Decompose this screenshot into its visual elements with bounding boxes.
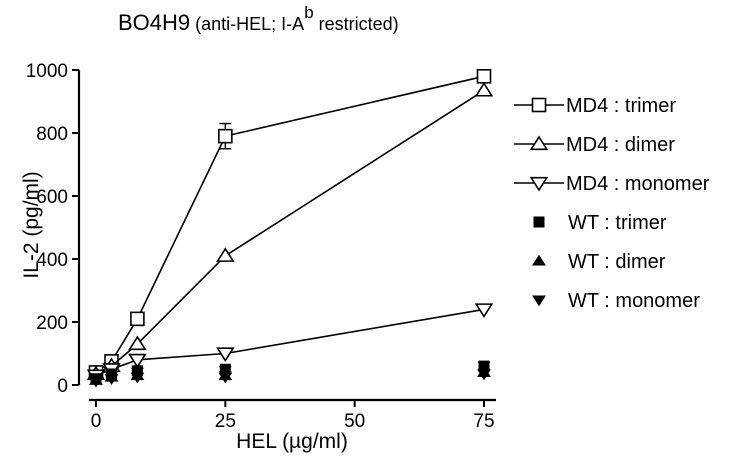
y-tick-label: 800 — [36, 124, 68, 145]
x-tick-label: 75 — [473, 411, 494, 432]
chart-title-paren-open: (anti-HEL; I-A — [190, 14, 304, 34]
data-point — [130, 372, 145, 384]
x-tick-label: 25 — [215, 411, 236, 432]
y-tick-label: 200 — [36, 313, 68, 334]
series-4 — [89, 366, 491, 385]
legend-item-0: MD4 : trimer — [514, 95, 676, 117]
legend-label: WT : trimer — [568, 212, 667, 234]
legend-label: MD4 : dimer — [566, 134, 675, 156]
legend-marker — [531, 97, 547, 113]
data-point — [218, 372, 233, 384]
data-point — [128, 335, 147, 351]
data-point — [216, 247, 235, 262]
y-tick-label: 1000 — [26, 61, 68, 82]
series-1 — [86, 81, 494, 381]
series-3 — [90, 360, 490, 385]
data-point — [104, 374, 119, 386]
legend-item-3: WT : trimer — [533, 212, 667, 234]
data-point — [130, 311, 145, 327]
legend-item-5: WT : monomer — [532, 290, 700, 312]
series-line — [95, 89, 485, 375]
legend-label: MD4 : trimer — [566, 95, 676, 117]
data-point — [474, 81, 494, 97]
data-point — [474, 303, 494, 318]
plot-area — [86, 69, 494, 388]
x-tick-label: 50 — [344, 411, 365, 432]
legend-marker — [529, 135, 549, 151]
legend-marker — [532, 254, 546, 266]
data-point — [128, 353, 147, 369]
chart-title-main: BO4H9 — [118, 10, 190, 35]
x-axis-label: HEL (µg/ml) — [236, 430, 348, 453]
legend-marker — [529, 176, 549, 192]
axes: 0 200 400 600 800 1000 0 25 50 75 — [26, 61, 496, 432]
legend: MD4 : trimer MD4 : dimer MD4 : monomer WT :… — [514, 95, 710, 312]
data-point — [216, 347, 235, 363]
legend-marker — [533, 216, 545, 228]
chart-title-superscript: b — [304, 3, 313, 22]
legend-label: WT : dimer — [568, 251, 666, 273]
data-point — [476, 69, 492, 84]
y-tick-label: 400 — [36, 250, 68, 271]
data-point — [89, 376, 103, 388]
series-5 — [89, 369, 491, 388]
data-point — [218, 128, 233, 144]
legend-item-2: MD4 : monomer — [514, 173, 710, 195]
legend-label: MD4 : monomer — [566, 173, 710, 195]
y-tick-label: 0 — [57, 376, 68, 397]
data-point — [477, 369, 491, 381]
y-tick-label: 600 — [36, 187, 68, 208]
legend-item-4: WT : dimer — [532, 251, 666, 273]
y-axis-label: IL-2 (pg/ml) — [20, 171, 43, 278]
chart-title: BO4H9 (anti-HEL; I-Ab restricted) — [118, 3, 399, 35]
legend-item-1: MD4 : dimer — [514, 134, 675, 156]
legend-label: WT : monomer — [568, 290, 700, 312]
legend-marker — [532, 295, 546, 307]
chart-title-paren-close: restricted) — [314, 14, 399, 34]
series-line — [95, 308, 485, 377]
series-2 — [86, 303, 494, 385]
x-tick-label: 0 — [91, 411, 102, 432]
